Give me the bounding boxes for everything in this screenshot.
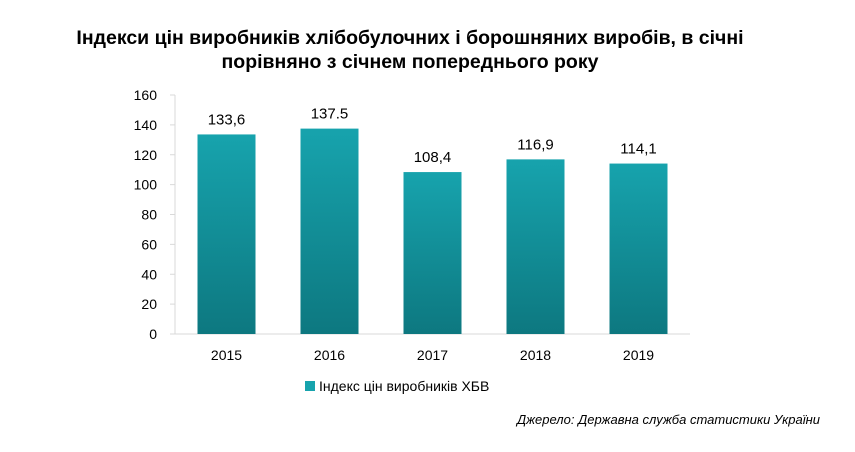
y-tick-label: 20 xyxy=(141,296,157,312)
source-note: Джерело: Державна служба статистики Укра… xyxy=(516,412,820,427)
x-tick-label-2017: 2017 xyxy=(417,347,448,363)
x-tick-label-2015: 2015 xyxy=(211,347,242,363)
y-tick-label: 0 xyxy=(149,326,157,342)
bar-2018 xyxy=(506,159,565,334)
x-tick-label-2019: 2019 xyxy=(623,347,654,363)
legend-label: Індекс цін виробників ХБВ xyxy=(319,378,489,394)
bar-2017 xyxy=(403,172,462,334)
data-label-2019: 114,1 xyxy=(620,141,656,158)
data-label-2015: 133,6 xyxy=(208,111,246,128)
y-tick-label: 120 xyxy=(134,147,158,163)
chart-title-line-2: порівняно з січнем попереднього року xyxy=(221,51,599,73)
bar-2019 xyxy=(609,163,668,334)
chart-title-line-1: Індекси цін виробників хлібобулочних і б… xyxy=(76,27,744,49)
data-label-2018: 116,9 xyxy=(517,136,553,153)
bars xyxy=(197,128,668,334)
bar-2015 xyxy=(197,134,256,334)
y-tick-label: 80 xyxy=(141,207,157,223)
data-label-2016: 137.5 xyxy=(311,106,349,123)
legend: Індекс цін виробників ХБВ xyxy=(305,378,489,394)
chart-title: Індекси цін виробників хлібобулочних і б… xyxy=(40,26,780,74)
y-axis: 0 20 40 60 80 100 120 140 160 xyxy=(134,87,176,342)
y-tick-label: 100 xyxy=(134,177,158,193)
x-tick-label-2016: 2016 xyxy=(314,347,345,363)
y-tick-label: 40 xyxy=(141,266,157,282)
x-axis: 2015 2016 2017 2018 2019 xyxy=(175,333,690,363)
data-label-2017: 108,4 xyxy=(414,149,452,166)
data-labels: 133,6 137.5 108,4 116,9 114,1 xyxy=(208,106,657,166)
legend-swatch xyxy=(305,381,315,391)
y-tick-label: 60 xyxy=(141,236,157,252)
x-tick-label-2018: 2018 xyxy=(520,347,551,363)
bar-2016 xyxy=(300,128,359,334)
y-tick-label: 140 xyxy=(134,117,158,133)
y-tick-label: 160 xyxy=(134,87,158,103)
